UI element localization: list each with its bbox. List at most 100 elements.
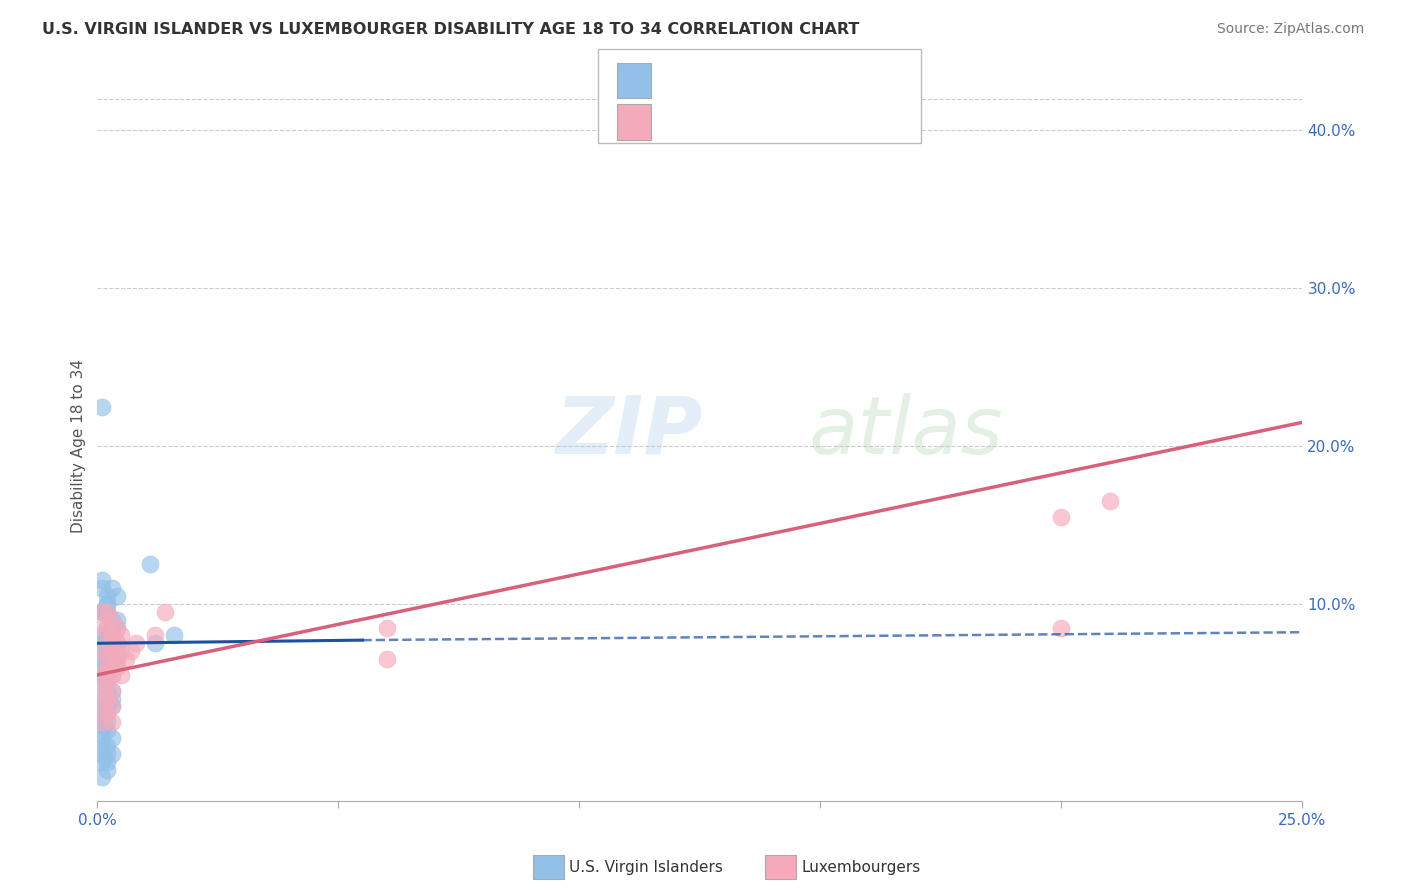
Text: 0.453: 0.453: [700, 114, 756, 132]
Point: [105, 660, 128, 674]
Point: [96, 636, 118, 650]
Point: [96, 763, 118, 777]
Point: [101, 660, 124, 674]
Point: [96, 675, 118, 690]
Point: [110, 644, 132, 658]
Point: [91, 699, 114, 714]
Text: R =: R =: [661, 72, 700, 90]
Point: [96, 652, 118, 666]
Point: [101, 581, 124, 595]
Point: [91, 755, 114, 769]
Point: [91, 691, 114, 706]
Point: [101, 644, 124, 658]
Point: [110, 668, 132, 682]
Point: [91, 668, 114, 682]
Point: [375, 652, 398, 666]
Point: [96, 605, 118, 619]
Point: [105, 644, 128, 658]
Text: U.S. VIRGIN ISLANDER VS LUXEMBOURGER DISABILITY AGE 18 TO 34 CORRELATION CHART: U.S. VIRGIN ISLANDER VS LUXEMBOURGER DIS…: [42, 22, 859, 37]
Point: [110, 628, 132, 642]
Point: [115, 652, 138, 666]
Text: 0.010: 0.010: [700, 72, 756, 90]
Point: [96, 620, 118, 634]
Text: N =: N =: [752, 114, 804, 132]
Point: [96, 636, 118, 650]
Point: [91, 723, 114, 738]
Point: [105, 613, 128, 627]
Point: [91, 699, 114, 714]
Point: [96, 644, 118, 658]
Point: [1050, 510, 1073, 524]
Point: [101, 628, 124, 642]
Point: [91, 715, 114, 730]
Point: [101, 668, 124, 682]
Point: [101, 660, 124, 674]
Point: [96, 605, 118, 619]
Point: [91, 675, 114, 690]
Point: [96, 747, 118, 761]
Point: [105, 589, 128, 603]
Point: [105, 652, 128, 666]
Point: [101, 715, 124, 730]
Text: U.S. Virgin Islanders: U.S. Virgin Islanders: [569, 860, 723, 874]
Text: Luxembourgers: Luxembourgers: [801, 860, 921, 874]
Point: [96, 668, 118, 682]
Point: [96, 723, 118, 738]
Point: [96, 691, 118, 706]
Point: [91, 400, 114, 414]
Text: ZIP: ZIP: [555, 392, 703, 471]
Point: [91, 652, 114, 666]
Point: [96, 707, 118, 722]
Point: [120, 644, 142, 658]
Point: [91, 581, 114, 595]
Point: [91, 605, 114, 619]
Point: [91, 731, 114, 745]
Point: [153, 605, 176, 619]
Point: [375, 620, 398, 634]
Point: [91, 715, 114, 730]
Text: 40: 40: [808, 114, 834, 132]
Point: [1050, 620, 1073, 634]
Point: [143, 636, 166, 650]
Point: [96, 605, 118, 619]
Point: [101, 683, 124, 698]
Point: [96, 652, 118, 666]
Point: [91, 605, 114, 619]
Point: [91, 668, 114, 682]
Point: [91, 771, 114, 785]
Point: [105, 652, 128, 666]
Point: [1098, 494, 1121, 508]
Point: [91, 683, 114, 698]
Point: [139, 558, 162, 572]
Point: [96, 597, 118, 611]
Point: [101, 652, 124, 666]
Point: [96, 691, 118, 706]
Point: [125, 636, 148, 650]
Point: [101, 683, 124, 698]
Y-axis label: Disability Age 18 to 34: Disability Age 18 to 34: [72, 359, 86, 533]
Point: [101, 628, 124, 642]
Point: [91, 747, 114, 761]
Point: [96, 644, 118, 658]
Point: [91, 628, 114, 642]
Point: [101, 620, 124, 634]
Point: [143, 628, 166, 642]
Point: [91, 707, 114, 722]
Point: [101, 613, 124, 627]
Point: [96, 620, 118, 634]
Point: [91, 644, 114, 658]
Point: [101, 668, 124, 682]
Point: [91, 605, 114, 619]
Point: [105, 620, 128, 634]
Point: [96, 707, 118, 722]
Point: [96, 715, 118, 730]
Text: Source: ZipAtlas.com: Source: ZipAtlas.com: [1216, 22, 1364, 37]
Point: [96, 675, 118, 690]
Point: [96, 628, 118, 642]
Text: atlas: atlas: [808, 392, 1002, 471]
Point: [96, 739, 118, 753]
Text: R =: R =: [661, 114, 700, 132]
Point: [96, 589, 118, 603]
Point: [101, 628, 124, 642]
Point: [101, 613, 124, 627]
